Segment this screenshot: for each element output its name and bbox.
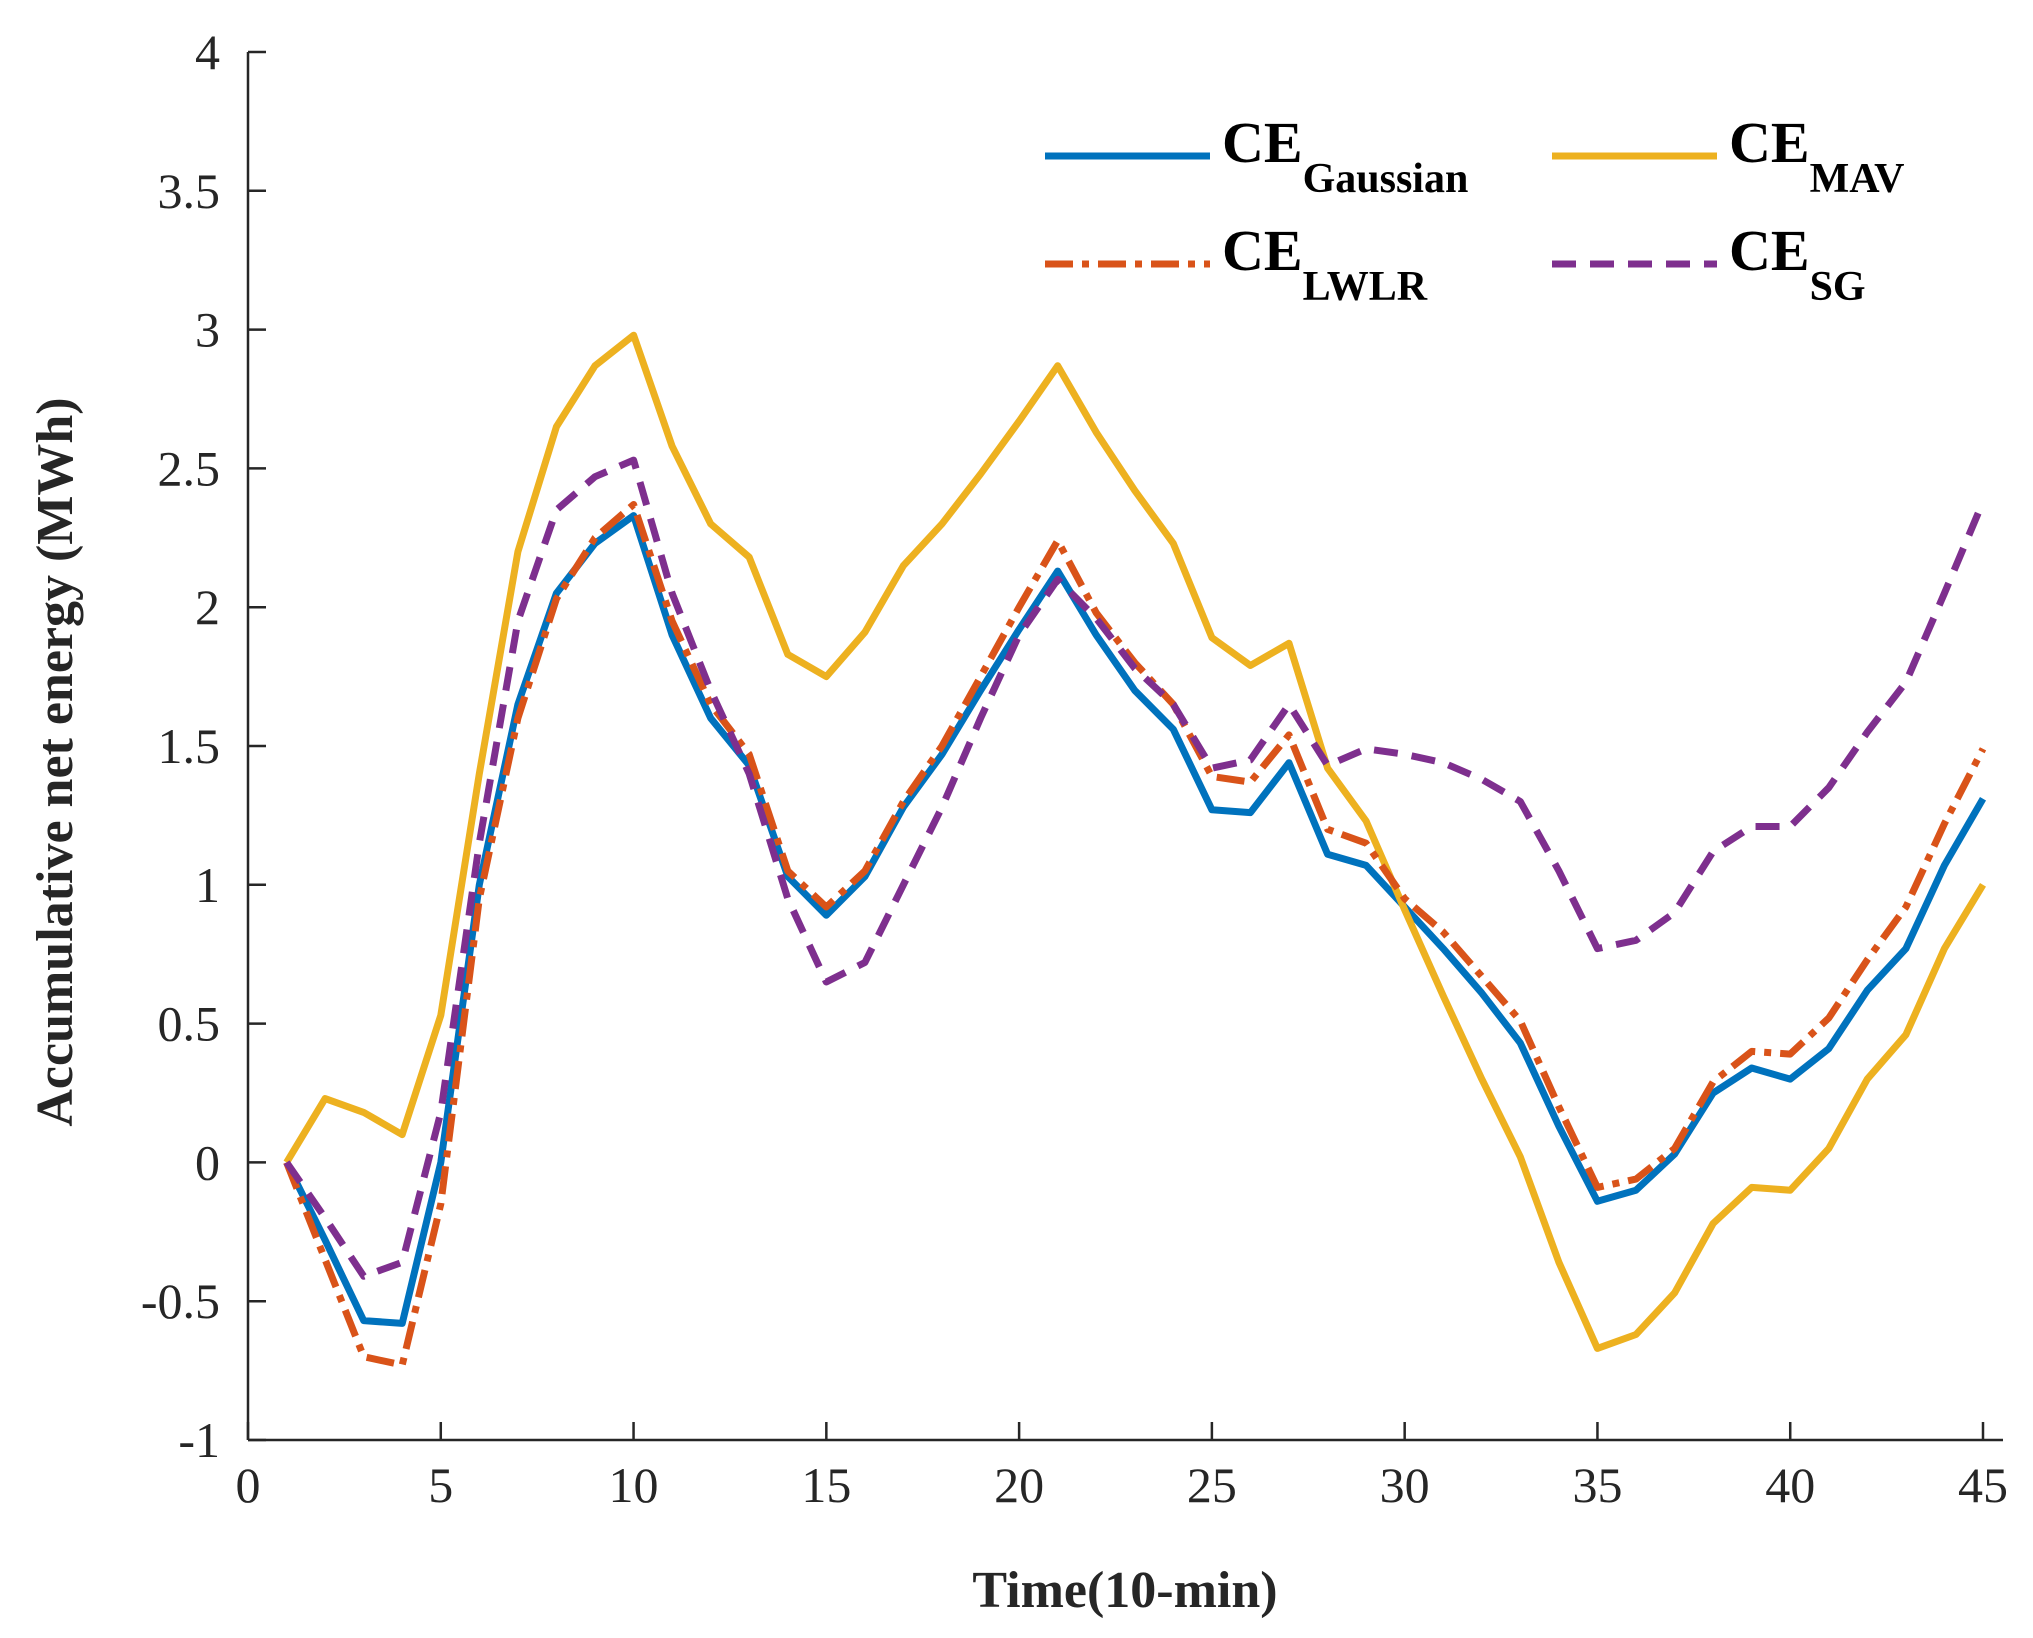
y-tick-label: 3 bbox=[195, 302, 220, 358]
legend: CEGaussian CEMAV CELWLR CESG bbox=[1045, 110, 1904, 310]
legend-main-lwlr: CE bbox=[1222, 218, 1303, 283]
x-tick-label: 15 bbox=[801, 1457, 851, 1513]
x-tick-label: 10 bbox=[609, 1457, 659, 1513]
legend-main-gaussian: CE bbox=[1222, 110, 1303, 175]
x-tick-label: 25 bbox=[1187, 1457, 1237, 1513]
series-line-gaussian bbox=[283, 512, 1987, 1327]
y-tick-label: -0.5 bbox=[141, 1273, 220, 1329]
legend-label-sg: CESG bbox=[1729, 218, 1866, 310]
y-tick-label: 0 bbox=[195, 1134, 220, 1190]
legend-main-sg: CE bbox=[1729, 218, 1810, 283]
y-tick-label: 2 bbox=[195, 579, 220, 635]
y-ticks: -1 -0.5 0 0.5 1 1.5 2 2.5 3 3.5 4 bbox=[141, 24, 266, 1468]
legend-label-gaussian: CEGaussian bbox=[1222, 110, 1468, 202]
legend-sub-lwlr: LWLR bbox=[1303, 264, 1428, 310]
y-axis-title: Accumulative net energy (MWh) bbox=[27, 397, 84, 1126]
y-tick-label: 3.5 bbox=[158, 163, 221, 219]
x-tick-label: 5 bbox=[428, 1457, 453, 1513]
x-tick-label: 35 bbox=[1572, 1457, 1622, 1513]
legend-label-mav: CEMAV bbox=[1729, 110, 1904, 202]
legend-label-lwlr: CELWLR bbox=[1222, 218, 1428, 310]
x-axis-title: Time(10-min) bbox=[972, 1562, 1277, 1619]
y-tick-label: 1.5 bbox=[158, 718, 221, 774]
legend-sub-mav: MAV bbox=[1810, 156, 1905, 202]
x-ticks: 0 5 10 15 20 25 30 35 40 45 bbox=[236, 1422, 2008, 1513]
x-tick-label: 20 bbox=[994, 1457, 1044, 1513]
x-tick-label: 45 bbox=[1958, 1457, 2008, 1513]
series-line-mav bbox=[283, 331, 1986, 1352]
x-tick-label: 30 bbox=[1380, 1457, 1430, 1513]
y-tick-label: 2.5 bbox=[158, 440, 221, 496]
y-tick-label: -1 bbox=[178, 1412, 220, 1468]
x-tick-label: 0 bbox=[236, 1457, 261, 1513]
legend-sub-gaussian: Gaussian bbox=[1303, 156, 1469, 202]
y-tick-label: 0.5 bbox=[158, 996, 221, 1052]
y-tick-label: 4 bbox=[195, 24, 220, 80]
legend-main-mav: CE bbox=[1729, 110, 1810, 175]
x-tick-label: 40 bbox=[1765, 1457, 1815, 1513]
series-line-sg bbox=[283, 456, 1987, 1280]
legend-sub-sg: SG bbox=[1810, 264, 1866, 310]
series-group bbox=[283, 331, 1987, 1369]
y-tick-label: 1 bbox=[195, 857, 220, 913]
